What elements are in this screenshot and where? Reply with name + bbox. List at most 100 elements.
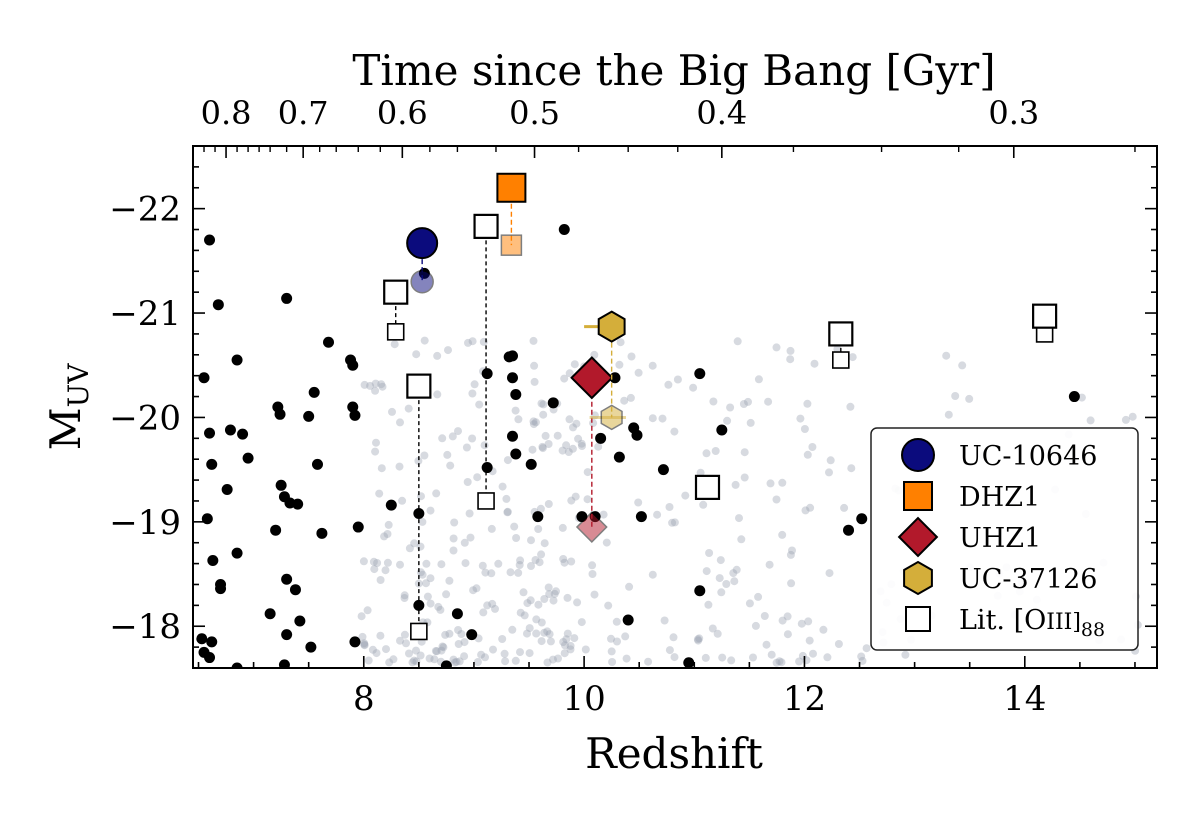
legend-label: Lit. [OIII]88	[959, 605, 1105, 641]
background-candidate-point	[573, 598, 582, 607]
spectroscopic-galaxy-point	[347, 401, 359, 413]
background-candidate-point	[1077, 393, 1086, 402]
background-candidate-point	[516, 608, 525, 617]
background-candidate-point	[426, 599, 435, 608]
background-candidate-point	[452, 657, 461, 666]
background-candidate-point	[819, 625, 828, 634]
background-candidate-point	[713, 629, 722, 638]
background-candidate-point	[433, 390, 442, 399]
background-candidate-point	[577, 439, 586, 448]
background-candidate-point	[767, 650, 776, 659]
background-candidate-point	[512, 534, 521, 542]
background-candidate-point	[446, 461, 455, 470]
background-candidate-point	[364, 656, 373, 665]
background-candidate-point	[444, 346, 452, 355]
legend-marker-hexagon	[903, 560, 933, 596]
background-candidate-point	[559, 555, 568, 563]
background-candidate-point	[653, 510, 662, 519]
background-candidate-point	[404, 404, 413, 413]
background-candidate-point	[530, 361, 539, 370]
background-candidate-point	[670, 653, 679, 662]
background-candidate-point	[422, 579, 430, 588]
axes: 8 10 12 14 −22 −21 −20 −19 −18 0.8 0.7 0.6 0.5 0.4 0.3	[109, 94, 1158, 719]
legend-label: UHZ1	[959, 523, 1041, 554]
background-candidate-point	[544, 440, 553, 448]
background-candidate-point	[749, 653, 757, 662]
background-candidate-point	[359, 557, 368, 566]
top-tick-label: 0.8	[201, 94, 252, 132]
background-candidate-point	[360, 380, 369, 389]
background-candidate-point	[577, 618, 586, 627]
background-candidate-point	[503, 507, 512, 516]
background-candidate-point	[432, 647, 441, 656]
background-candidate-point	[378, 382, 387, 391]
background-candidate-point	[778, 530, 787, 539]
background-candidate-point	[803, 399, 812, 408]
background-candidate-point	[543, 627, 552, 636]
background-candidate-point	[527, 536, 535, 545]
background-candidate-point	[552, 587, 560, 596]
background-candidate-point	[833, 345, 842, 354]
background-candidate-point	[660, 616, 669, 625]
spectroscopic-galaxy-point	[281, 292, 293, 304]
spectroscopic-galaxy-point	[224, 424, 236, 436]
spectroscopic-galaxy-point	[237, 428, 249, 440]
background-candidate-point	[450, 518, 459, 527]
background-candidate-point	[565, 369, 574, 378]
background-candidate-point	[568, 444, 577, 453]
background-candidate-point	[669, 633, 678, 642]
background-candidate-point	[716, 556, 725, 565]
background-candidate-point	[797, 619, 806, 628]
background-candidate-point	[765, 560, 774, 569]
background-candidate-point	[578, 442, 586, 450]
background-candidate-point	[420, 451, 429, 460]
literature-oiii-point	[828, 321, 854, 347]
background-candidate-point	[544, 500, 553, 508]
background-candidate-point	[607, 634, 615, 643]
background-candidate-point	[462, 443, 471, 452]
background-candidate-point	[537, 550, 546, 559]
background-candidate-point	[461, 559, 470, 568]
background-candidate-point	[405, 649, 413, 658]
background-candidate-point	[508, 625, 517, 634]
background-candidate-point	[563, 593, 572, 602]
background-candidate-point	[483, 601, 492, 610]
legend-marker-diamond	[897, 516, 939, 558]
dhz1-secondary-point	[500, 234, 523, 256]
background-candidate-point	[416, 568, 425, 577]
background-candidate-point	[543, 658, 552, 667]
background-candidate-point	[465, 509, 474, 518]
background-candidate-point	[473, 473, 482, 482]
background-candidate-point	[762, 640, 771, 649]
background-candidate-point	[372, 649, 381, 658]
spectroscopic-galaxy-point	[440, 660, 452, 668]
spectroscopic-galaxy-point	[264, 608, 276, 620]
background-candidate-point	[425, 654, 434, 663]
background-candidate-point	[740, 473, 749, 482]
background-candidate-point	[433, 351, 442, 360]
background-candidate-point	[539, 400, 548, 409]
background-candidate-point	[388, 407, 396, 416]
spectroscopic-galaxy-point	[595, 432, 607, 444]
background-candidate-point	[363, 606, 372, 615]
background-candidate-point	[621, 632, 630, 641]
background-candidate-point	[778, 478, 787, 487]
x-tick-label: 10	[562, 679, 605, 719]
background-candidate-point	[514, 415, 523, 424]
background-candidate-point	[466, 533, 475, 542]
background-candidate-point	[549, 655, 557, 664]
background-candidate-point	[569, 423, 577, 432]
background-candidate-point	[862, 644, 871, 653]
background-candidate-point	[498, 482, 507, 491]
background-candidate-point	[358, 632, 367, 641]
background-candidate-point	[570, 360, 579, 369]
background-candidate-point	[503, 508, 512, 517]
background-candidate-point	[648, 570, 657, 579]
background-candidate-point	[445, 629, 454, 638]
background-candidate-point	[783, 630, 792, 639]
literature-oiii-point	[1032, 303, 1058, 329]
background-candidate-point	[731, 480, 740, 489]
x-axis-title: Redshift	[585, 729, 763, 778]
legend: UC-10646 DHZ1 UHZ1 UC-37126 Lit. [OIII]88	[870, 427, 1139, 651]
